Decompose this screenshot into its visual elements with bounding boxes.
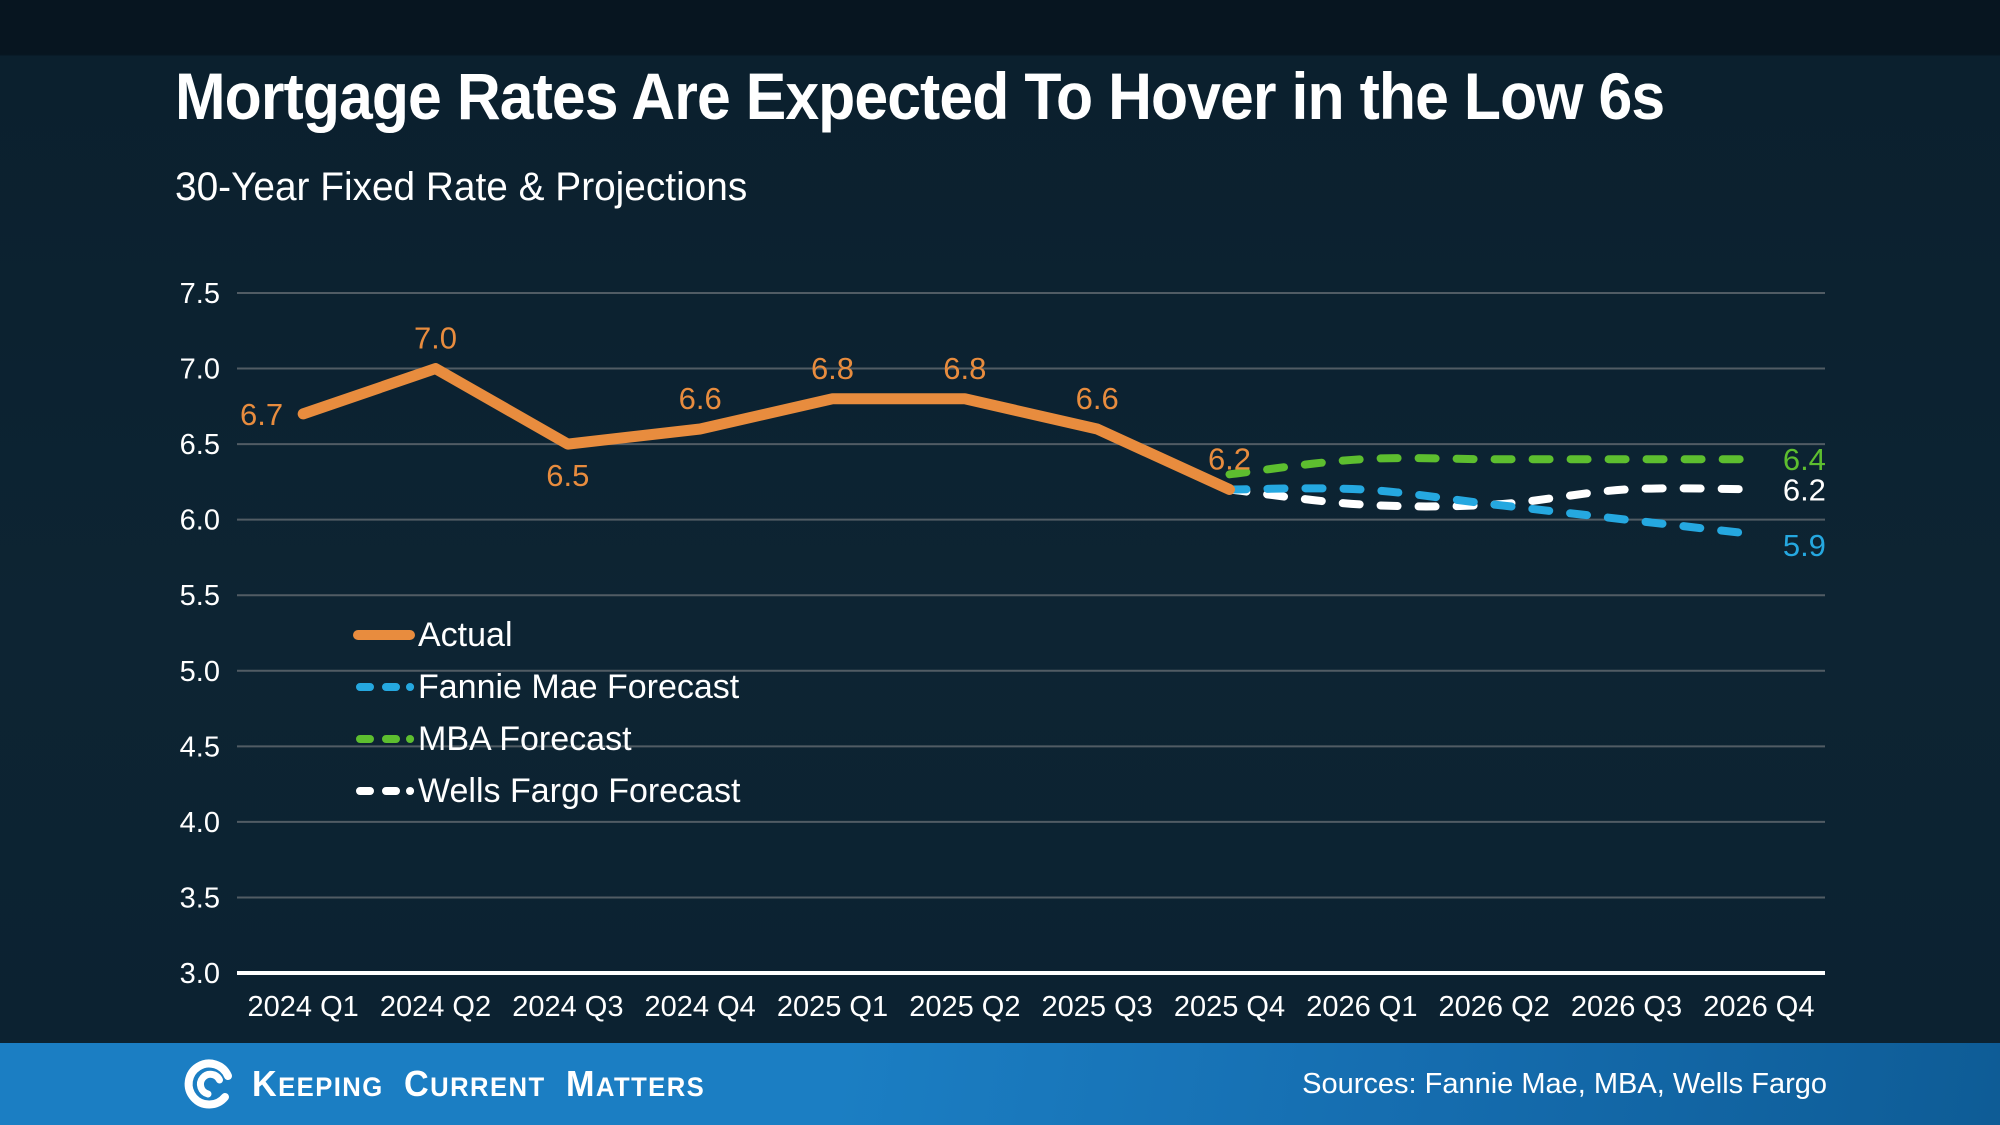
data-label-actual: 6.2	[1208, 441, 1251, 476]
legend-swatch-fannie-mae-dashed-line-icon	[356, 683, 415, 691]
data-label-actual: 6.5	[546, 458, 589, 493]
legend-item-mba: MBA Forecast	[352, 713, 740, 765]
footer-bar: KEEPING CURRENT MATTERS Sources: Fannie Ma…	[0, 1043, 2000, 1125]
page-title: Mortgage Rates Are Expected To Hover in …	[175, 58, 1794, 134]
data-label-actual: 6.7	[240, 397, 283, 432]
x-axis-label: 2026 Q1	[1306, 991, 1417, 1023]
y-axis-label: 6.0	[180, 505, 220, 537]
data-label-actual: 6.6	[679, 381, 722, 416]
legend-swatch-wells-fargo-dashed-line-icon	[356, 787, 415, 795]
x-axis-label: 2024 Q4	[645, 991, 756, 1023]
x-axis-label: 2025 Q3	[1042, 991, 1153, 1023]
x-axis-label: 2026 Q2	[1439, 991, 1550, 1023]
x-axis-label: 2026 Q4	[1703, 991, 1814, 1023]
mortgage-rates-line-chart: 3.0 3.5 4.0 4.5 5.0 5.5 6.0 6.5 7.0 7.5 2024 Q1 202…	[180, 278, 1826, 1023]
chart-subtitle-wrap: 30-Year Fixed Rate & Projections	[175, 165, 765, 210]
x-axis-label: 2025 Q1	[777, 991, 888, 1023]
series-line-mba-forecast	[1225, 454, 1763, 479]
x-axis-label: 2024 Q3	[512, 991, 623, 1023]
legend-swatch-mba-dashed-line-icon	[356, 735, 415, 743]
legend-label-fannie-mae: Fannie Mae Forecast	[418, 667, 740, 706]
legend-label-actual: Actual	[418, 615, 513, 654]
chart-subtitle: 30-Year Fixed Rate & Projections	[175, 165, 748, 209]
kcm-swirl-logo-icon	[184, 1059, 232, 1109]
y-axis-label: 7.0	[180, 354, 220, 386]
legend-item-fannie-mae: Fannie Mae Forecast	[352, 661, 740, 713]
y-axis-label: 5.0	[180, 656, 220, 688]
y-axis-label: 4.5	[180, 731, 220, 763]
end-label-mba-forecast: 6.4	[1783, 442, 1826, 477]
x-axis-label: 2025 Q4	[1174, 991, 1285, 1023]
end-label-fannie-mae-forecast: 5.9	[1783, 528, 1826, 563]
x-axis-label: 2025 Q2	[909, 991, 1020, 1023]
legend-item-actual: Actual	[352, 609, 740, 661]
series-line-fannie-mae-forecast	[1225, 484, 1763, 539]
legend-label-wells-fargo: Wells Fargo Forecast	[418, 771, 741, 810]
end-label-wells-fargo-forecast: 6.2	[1783, 472, 1826, 507]
brand-name: KEEPING CURRENT MATTERS	[252, 1043, 725, 1125]
y-axis-label: 3.5	[180, 882, 220, 914]
chart-legend: Actual Fannie Mae Forecast MBA Forecast …	[352, 609, 740, 817]
y-axis-label: 7.5	[180, 278, 220, 310]
y-axis-label: 4.0	[180, 807, 220, 839]
legend-item-wells-fargo: Wells Fargo Forecast	[352, 765, 740, 817]
x-axis-label: 2024 Q1	[248, 991, 359, 1023]
data-label-actual: 6.8	[943, 351, 986, 386]
chart-title: Mortgage Rates Are Expected To Hover in …	[175, 59, 1665, 133]
data-label-actual: 6.6	[1076, 381, 1119, 416]
x-axis-label: 2026 Q3	[1571, 991, 1682, 1023]
data-label-actual: 6.8	[811, 351, 854, 386]
y-axis-label: 3.0	[180, 958, 220, 990]
sources-text: Sources: Fannie Mae, MBA, Wells Fargo	[1302, 1067, 1827, 1100]
data-label-actual: 7.0	[414, 321, 457, 356]
brand-word: MATTERS	[565, 1063, 705, 1104]
legend-swatch-actual-solid-line-icon	[353, 630, 415, 640]
brand-word: CURRENT	[403, 1063, 546, 1104]
series-line-actual	[297, 363, 1235, 495]
y-axis-label: 5.5	[180, 580, 220, 612]
brand-word: KEEPING	[252, 1063, 384, 1104]
legend-label-mba: MBA Forecast	[418, 719, 632, 758]
x-axis-label: 2024 Q2	[380, 991, 491, 1023]
y-axis-label: 6.5	[180, 429, 220, 461]
